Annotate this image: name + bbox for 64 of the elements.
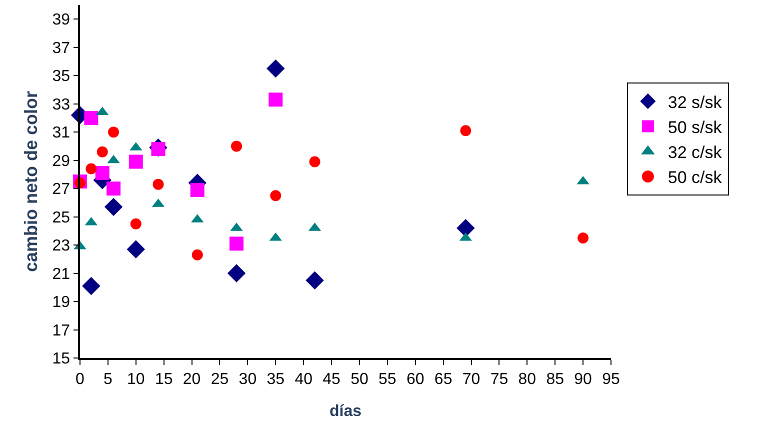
x-tick-label: 65	[434, 370, 452, 388]
x-tick-label: 45	[322, 370, 341, 388]
point	[130, 218, 142, 230]
legend-label: 32 s/sk	[668, 92, 722, 112]
y-tick-label: 15	[52, 350, 70, 368]
x-tick-label: 50	[350, 370, 368, 388]
x-tick-label: 30	[238, 370, 257, 388]
point	[128, 154, 143, 169]
y-tick-label: 19	[52, 294, 70, 312]
y-tick-label: 33	[52, 96, 70, 114]
point	[82, 276, 100, 296]
y-axis-title: cambio neto de color	[20, 90, 41, 272]
x-tick-label: 85	[546, 370, 564, 388]
point	[309, 156, 320, 168]
y-tick-label: 35	[52, 68, 70, 86]
point	[104, 198, 123, 216]
x-tick-label: 0	[76, 370, 85, 388]
point	[106, 182, 121, 196]
point	[270, 190, 282, 202]
point	[306, 271, 324, 290]
point	[152, 178, 164, 190]
x-tick-label: 35	[266, 370, 285, 388]
point	[190, 182, 204, 197]
y-tick-label: 31	[52, 124, 70, 142]
y-tick-label: 21	[52, 266, 70, 283]
point	[84, 110, 98, 125]
legend-label: 50 c/sk	[668, 168, 722, 188]
x-tick-label: 25	[210, 370, 229, 388]
point	[86, 163, 97, 174]
point	[96, 146, 108, 158]
point	[95, 166, 110, 180]
y-tick-label: 39	[52, 12, 70, 29]
point	[192, 249, 203, 260]
point	[578, 232, 589, 244]
y-tick-label: 27	[52, 181, 70, 198]
point	[126, 240, 145, 258]
x-axis-title: días	[329, 403, 362, 420]
y-tick-label: 29	[52, 152, 70, 170]
point	[108, 126, 120, 138]
x-tick-label: 20	[182, 370, 201, 388]
x-tick-label: 5	[103, 370, 112, 388]
legend-label: 50 s/sk	[668, 118, 722, 137]
x-tick-label: 15	[154, 370, 173, 388]
x-tick-label: 10	[126, 370, 145, 388]
x-tick-label: 90	[574, 370, 592, 388]
x-tick-label: 55	[378, 370, 396, 388]
y-tick-label: 25	[52, 209, 70, 226]
point	[266, 59, 285, 78]
x-tick-label: 80	[518, 370, 536, 388]
x-tick-label: 95	[602, 370, 620, 388]
x-tick-label: 60	[406, 370, 424, 388]
y-tick-label: 17	[52, 322, 70, 340]
legend-label: 32 c/sk	[668, 143, 722, 162]
point	[231, 140, 242, 152]
x-tick-label: 40	[294, 370, 313, 388]
y-tick-label: 23	[52, 238, 70, 255]
point	[460, 125, 472, 136]
point	[230, 236, 244, 251]
point	[268, 92, 283, 107]
x-tick-label: 75	[490, 370, 508, 388]
x-tick-label: 70	[462, 370, 480, 388]
point	[227, 264, 246, 282]
y-tick-label: 37	[52, 40, 70, 57]
point	[456, 219, 475, 238]
